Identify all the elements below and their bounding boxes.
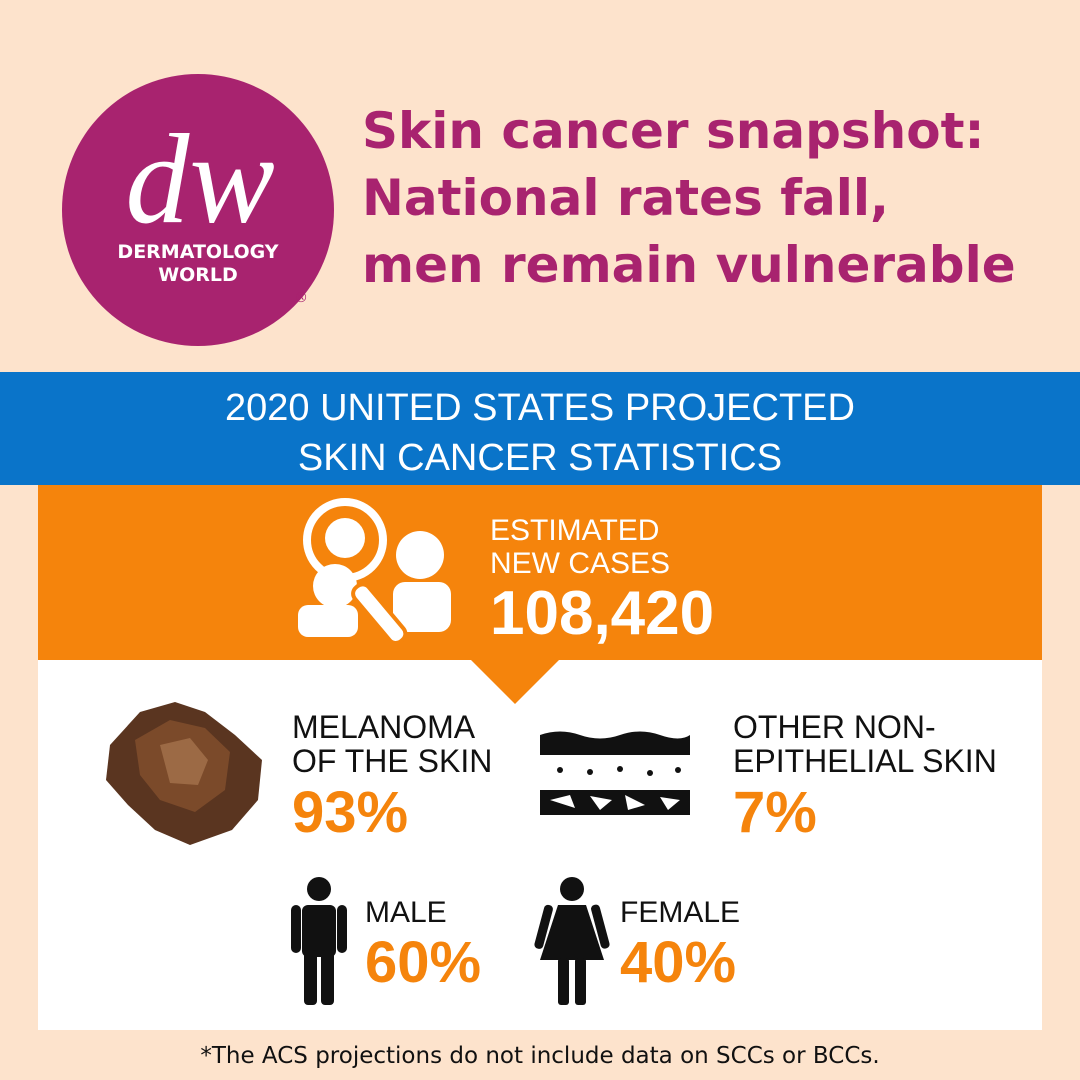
female-icon <box>534 877 610 1005</box>
melanoma-icon <box>106 702 262 845</box>
skin-icon <box>540 731 690 815</box>
title-line: Skin cancer snapshot: <box>362 102 985 160</box>
type-label: EPITHELIAL SKIN <box>733 743 997 779</box>
total-label: NEW CASES <box>490 547 670 580</box>
type-value: 93% <box>292 780 408 845</box>
registered-mark: ® <box>294 290 308 306</box>
logo-circle <box>62 74 334 346</box>
logo-mark: dw <box>125 108 274 250</box>
type-label: MELANOMA <box>292 709 476 745</box>
type-label: OTHER NON- <box>733 709 936 745</box>
logo-name: DERMATOLOGY <box>117 241 278 263</box>
sex-label: FEMALE <box>620 896 740 929</box>
banner-line: 2020 UNITED STATES PROJECTED <box>225 387 855 429</box>
banner <box>0 372 1080 485</box>
title-line: National rates fall, <box>362 169 889 227</box>
type-value: 7% <box>733 780 817 845</box>
footnote: *The ACS projections do not include data… <box>200 1043 879 1069</box>
title: Skin cancer snapshot: National rates fal… <box>362 102 1016 294</box>
sex-value: 60% <box>365 930 481 995</box>
logo-name: WORLD <box>158 264 238 286</box>
pointer <box>470 659 560 704</box>
total-label: ESTIMATED <box>490 514 659 547</box>
total-value: 108,420 <box>490 579 714 648</box>
sex-value: 40% <box>620 930 736 995</box>
people-icon <box>298 498 451 645</box>
male-icon <box>291 877 347 1005</box>
banner-line: SKIN CANCER STATISTICS <box>298 437 782 479</box>
type-label: OF THE SKIN <box>292 743 492 779</box>
title-line: men remain vulnerable <box>362 236 1016 294</box>
sex-label: MALE <box>365 896 447 929</box>
total-panel <box>38 485 1042 661</box>
